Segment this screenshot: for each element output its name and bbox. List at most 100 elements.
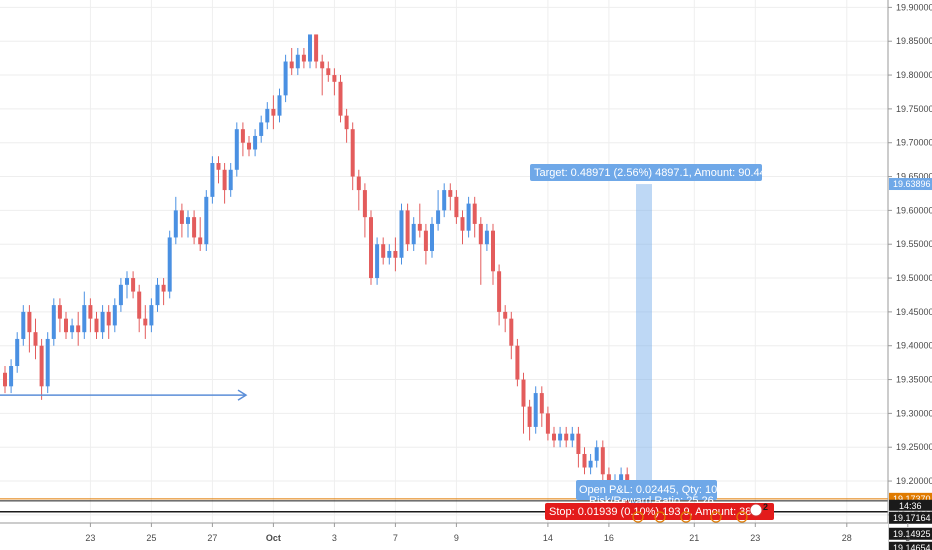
candle-body	[594, 447, 599, 461]
candle-body	[295, 54, 300, 69]
candle-body	[15, 338, 20, 367]
price-tick-label: 19.25000	[896, 442, 932, 452]
candle-body	[527, 406, 532, 427]
candle-body	[289, 61, 294, 69]
price-tick-label: 19.40000	[896, 341, 932, 351]
candle-body	[33, 332, 38, 346]
price-tag-label: 19.17164	[893, 513, 931, 523]
candle-body	[265, 108, 270, 123]
candle-body	[64, 318, 68, 333]
candle-body	[253, 135, 258, 150]
countdown-box	[889, 499, 932, 511]
time-tick-label: 3	[332, 533, 337, 543]
candle-body	[442, 190, 447, 211]
candle-body	[484, 230, 489, 245]
price-tick-label: 19.65000	[896, 172, 932, 182]
candlestick-series	[3, 34, 636, 515]
time-tick-label: 9	[454, 533, 459, 543]
price-tick-label: 19.55000	[896, 239, 932, 249]
candle-body	[277, 95, 282, 116]
candle-body	[375, 244, 380, 279]
candle-body	[149, 305, 154, 326]
candle-body	[533, 393, 538, 427]
price-tick-label: 19.70000	[896, 138, 932, 148]
candle-body	[454, 196, 459, 218]
time-tick-label: 25	[146, 533, 156, 543]
candle-body	[393, 250, 398, 258]
candle-body	[320, 61, 325, 69]
candle-body	[387, 250, 392, 258]
candle-body	[240, 129, 245, 143]
candle-body	[9, 366, 14, 387]
time-tick-label: 28	[842, 533, 852, 543]
grid-lines	[0, 0, 909, 523]
candle-body	[521, 379, 526, 407]
candle-body	[369, 217, 373, 279]
time-tick-label: Oct	[266, 533, 281, 543]
candle-body	[600, 447, 605, 475]
candle-body	[70, 325, 75, 333]
candle-body	[515, 345, 520, 380]
candle-body	[381, 244, 386, 258]
candle-body	[448, 190, 453, 197]
candle-body	[192, 217, 197, 238]
candle-body	[143, 318, 148, 326]
price-tick-label: 19.60000	[896, 205, 932, 215]
candle-body	[45, 338, 50, 387]
candle-body	[503, 311, 508, 319]
event-flag-icon	[749, 503, 763, 517]
candle-body	[350, 129, 355, 177]
candle-body	[308, 34, 312, 62]
time-tick-label: 23	[750, 533, 760, 543]
candle-body	[271, 108, 276, 116]
candle-body	[125, 278, 129, 285]
candle-body	[106, 311, 111, 326]
price-tick-label: 19.85000	[896, 36, 932, 46]
price-tick-label: 19.50000	[896, 273, 932, 283]
price-tag-label: 19.17370	[893, 494, 931, 504]
candle-body	[497, 271, 502, 312]
ray-arrowhead	[237, 389, 248, 401]
event-count-badge: 2	[763, 502, 768, 512]
candle-body	[131, 278, 136, 292]
target-label-box	[530, 164, 762, 182]
candle-body	[21, 311, 26, 339]
time-tick-label: 16	[604, 533, 614, 543]
price-tag-box	[889, 527, 932, 540]
candle-body	[619, 474, 624, 482]
candle-body	[155, 284, 160, 306]
candle-body	[216, 163, 221, 170]
candle-body	[362, 190, 367, 218]
event-marker	[680, 511, 692, 523]
time-tick-label: 21	[689, 533, 699, 543]
price-tag-label: 19.63896	[893, 179, 931, 189]
candle-body	[210, 163, 215, 197]
candle-body	[564, 433, 569, 441]
candle-body	[570, 433, 575, 441]
price-axis-panel[interactable]	[888, 0, 932, 550]
candle-body	[423, 230, 428, 251]
candle-body	[545, 413, 550, 434]
price-tick-label: 19.20000	[896, 476, 932, 486]
position-labels: Target: 0.48971 (2.56%) 4897.1, Amount: …	[530, 164, 774, 523]
price-tick-label: 19.90000	[896, 2, 932, 12]
candle-body	[411, 223, 416, 245]
candle-body	[344, 115, 349, 130]
price-axis: 19.90000 19.85000 19.80000 19.75000 19.70000…	[888, 2, 932, 550]
time-axis-panel[interactable]	[0, 523, 888, 550]
price-tick-label: 19.80000	[896, 70, 932, 80]
countdown-label: 14:36	[899, 501, 922, 511]
candle-body	[186, 217, 190, 224]
target-label: Target: 0.48971 (2.56%) 4897.1, Amount: …	[534, 167, 766, 179]
candle-body	[478, 223, 483, 245]
candle-body	[582, 453, 587, 468]
candle-body	[39, 345, 44, 387]
event-marker	[654, 511, 666, 523]
candle-body	[198, 237, 203, 245]
event-marker	[710, 511, 722, 523]
candle-body	[94, 318, 99, 333]
candle-body	[204, 196, 209, 245]
candle-body	[3, 372, 7, 387]
candle-body	[76, 325, 81, 333]
